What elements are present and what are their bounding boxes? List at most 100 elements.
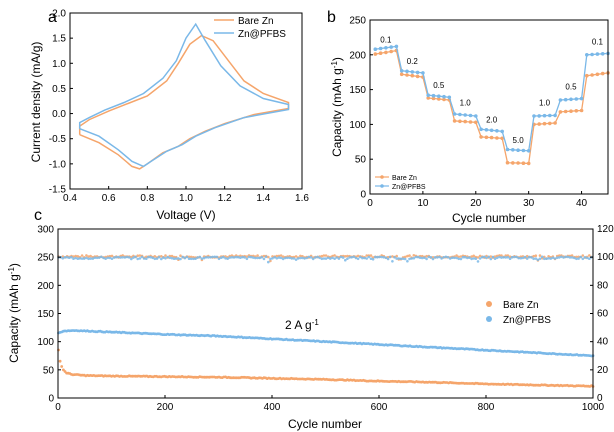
y-tick-label: 0 xyxy=(360,190,366,201)
y-tick-label: 100 xyxy=(349,120,366,131)
y-tick-label: 50 xyxy=(355,155,367,166)
ce-point-zn-pfbs xyxy=(495,256,499,260)
ce-point-zn-pfbs xyxy=(303,257,306,260)
y-tick-label: 150 xyxy=(37,309,54,320)
ce-point-zn-pfbs xyxy=(219,256,223,260)
ce-point-bare-zn xyxy=(160,254,163,258)
ce-point-zn-pfbs xyxy=(568,256,572,259)
rate-point-bare-zn xyxy=(516,161,520,165)
ce-point-zn-pfbs xyxy=(194,257,197,261)
y-tick-label: 300 xyxy=(37,225,54,236)
ce-point-zn-pfbs xyxy=(67,256,71,260)
panel-b-ylabel: Capacity (mAh g-1) xyxy=(330,57,345,157)
ce-point-zn-pfbs xyxy=(241,255,244,259)
ce-point-zn-pfbs xyxy=(337,257,341,260)
rate-point-zn-pfbs xyxy=(495,129,499,133)
ce-point-zn-pfbs xyxy=(200,257,204,260)
ce-point-zn-pfbs xyxy=(500,256,503,259)
ce-point-zn-pfbs xyxy=(412,256,416,260)
ce-point-zn-pfbs xyxy=(108,256,112,260)
ce-point-zn-pfbs xyxy=(164,257,167,260)
ce-point-zn-pfbs xyxy=(403,257,407,261)
ce-point-bare-zn xyxy=(346,254,349,258)
ce-point-zn-pfbs xyxy=(102,256,105,260)
ce-point-zn-pfbs xyxy=(168,256,172,260)
ce-point-bare-zn xyxy=(365,254,369,257)
rate-point-bare-zn xyxy=(563,109,568,114)
ce-point-bare-zn xyxy=(189,255,193,259)
rate-point-bare-zn xyxy=(574,109,579,113)
ce-point-zn-pfbs xyxy=(476,260,480,263)
rate-point-zn-pfbs xyxy=(553,113,557,118)
ce-point-zn-pfbs xyxy=(369,257,373,261)
ce-point-bare-zn xyxy=(230,254,234,257)
ce-point-zn-pfbs xyxy=(401,257,405,261)
y-tick-label: 200 xyxy=(349,50,366,61)
ce-point-zn-pfbs xyxy=(474,257,478,261)
rate-point-bare-zn xyxy=(500,136,505,141)
ce-point-zn-pfbs xyxy=(309,256,313,259)
ce-point-zn-pfbs xyxy=(558,256,561,259)
rate-point-bare-zn xyxy=(474,120,478,125)
ce-point-zn-pfbs xyxy=(215,255,219,259)
ce-point-zn-pfbs xyxy=(314,256,317,259)
ce-point-zn-pfbs xyxy=(378,255,381,259)
rate-point-zn-pfbs xyxy=(431,93,436,98)
panel-a-xlabel: Voltage (V) xyxy=(156,208,215,222)
ce-point-bare-zn xyxy=(500,254,503,257)
y2-tick-label: 0 xyxy=(597,393,603,404)
y-tick-label: 250 xyxy=(37,253,54,264)
ce-point-zn-pfbs xyxy=(463,255,467,259)
rate-point-zn-pfbs xyxy=(511,148,515,152)
ce-point-zn-pfbs xyxy=(230,255,234,259)
ce-point-zn-pfbs xyxy=(284,256,287,260)
ce-point-zn-pfbs xyxy=(466,256,469,260)
rate-point-zn-pfbs xyxy=(484,128,489,132)
ce-point-zn-pfbs xyxy=(371,258,375,261)
ce-point-bare-zn xyxy=(412,254,416,257)
rate-point-zn-pfbs xyxy=(579,96,584,101)
ce-point-bare-zn xyxy=(485,254,488,258)
ce-point-bare-zn xyxy=(508,255,512,258)
rate-point-bare-zn xyxy=(468,120,473,124)
rate-point-bare-zn xyxy=(463,119,468,124)
ce-point-zn-pfbs xyxy=(183,256,187,260)
ce-point-zn-pfbs xyxy=(267,260,270,264)
ce-point-zn-pfbs xyxy=(444,255,448,259)
ce-point-bare-zn xyxy=(532,254,535,258)
ce-point-bare-zn xyxy=(138,254,142,257)
ce-point-zn-pfbs xyxy=(395,257,399,260)
rate-point-bare-zn xyxy=(410,73,415,78)
panel-c-ylabel: Capacity (mAh g-1) xyxy=(7,263,22,363)
ce-point-bare-zn xyxy=(267,255,270,259)
ce-point-zn-pfbs xyxy=(239,256,242,260)
ce-point-zn-pfbs xyxy=(515,255,518,259)
rate-point-bare-zn xyxy=(505,160,510,165)
ce-point-zn-pfbs xyxy=(311,257,315,261)
ce-point-bare-zn xyxy=(322,254,326,257)
ce-point-bare-zn xyxy=(493,255,497,258)
ce-point-zn-pfbs xyxy=(562,256,565,259)
ce-point-zn-pfbs xyxy=(174,257,178,260)
ce-point-zn-pfbs xyxy=(433,255,437,259)
ce-point-zn-pfbs xyxy=(254,256,257,260)
panel-b-rate-chart: b 0 10 20 30 40 0 50 100 150 200 250 0.1 0.2 0.5 1.0… xyxy=(327,9,610,225)
y-tick-label: -1.5 xyxy=(49,185,67,196)
ce-point-zn-pfbs xyxy=(89,257,92,260)
ce-point-zn-pfbs xyxy=(97,256,101,259)
y-tick-label: 150 xyxy=(349,85,366,96)
rate-point-zn-pfbs xyxy=(458,112,462,117)
panel-b-legend: Bare Zn Zn@PFBS xyxy=(375,175,426,191)
ce-point-zn-pfbs xyxy=(487,255,491,259)
rate-point-bare-zn xyxy=(558,110,563,114)
rate-point-zn-pfbs xyxy=(373,47,378,51)
rate-point-zn-pfbs xyxy=(521,148,526,153)
ce-point-zn-pfbs xyxy=(187,257,191,261)
ce-point-zn-pfbs xyxy=(149,255,152,259)
ce-point-bare-zn xyxy=(121,254,124,257)
ce-point-zn-pfbs xyxy=(346,257,349,261)
ce-point-zn-pfbs xyxy=(74,256,77,260)
capacity-point-bare-zn xyxy=(60,365,64,368)
ce-point-zn-pfbs xyxy=(288,256,292,260)
